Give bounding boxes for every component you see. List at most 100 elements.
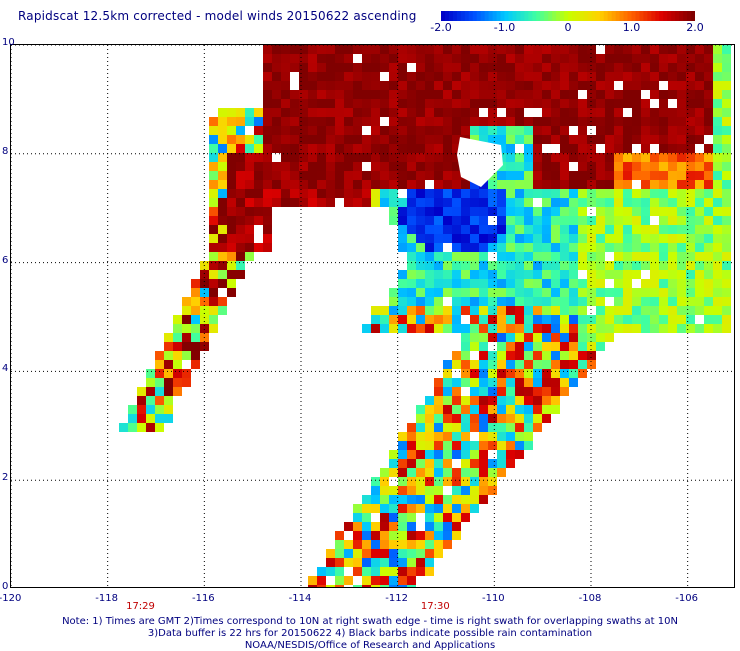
wind-cell — [326, 63, 335, 72]
wind-cell — [686, 54, 695, 63]
wind-cell — [488, 423, 497, 432]
wind-cell — [416, 288, 425, 297]
wind-cell — [398, 153, 407, 162]
wind-cell — [236, 234, 245, 243]
wind-cell — [497, 306, 506, 315]
wind-cell — [398, 477, 407, 486]
wind-cell — [380, 144, 389, 153]
wind-cell — [578, 342, 587, 351]
wind-cell — [398, 441, 407, 450]
wind-cell — [155, 387, 164, 396]
wind-cell — [443, 306, 452, 315]
wind-cell — [659, 189, 668, 198]
wind-cell — [389, 162, 398, 171]
wind-cell — [245, 144, 254, 153]
wind-cell — [434, 162, 443, 171]
wind-cell — [434, 261, 443, 270]
wind-cell — [614, 252, 623, 261]
wind-cell — [407, 108, 416, 117]
wind-cell — [560, 261, 569, 270]
wind-cell — [461, 45, 470, 54]
wind-cell — [344, 558, 353, 567]
wind-cell — [443, 288, 452, 297]
wind-cell — [506, 189, 515, 198]
wind-cell — [704, 171, 713, 180]
wind-cell — [587, 180, 596, 189]
wind-cell — [479, 324, 488, 333]
wind-cell — [569, 270, 578, 279]
wind-cell — [497, 243, 506, 252]
wind-cell — [659, 108, 668, 117]
wind-cell — [443, 90, 452, 99]
wind-cell — [407, 207, 416, 216]
wind-cell — [677, 207, 686, 216]
wind-cell — [353, 522, 362, 531]
wind-cell — [353, 135, 362, 144]
wind-cell — [470, 360, 479, 369]
wind-cell — [380, 90, 389, 99]
map-plot-area[interactable] — [10, 44, 735, 588]
wind-cell — [506, 306, 515, 315]
wind-cell — [605, 144, 614, 153]
wind-cell — [722, 315, 731, 324]
wind-difference-map[interactable] — [11, 45, 735, 588]
wind-cell — [524, 72, 533, 81]
wind-cell — [218, 180, 227, 189]
wind-cell — [470, 468, 479, 477]
wind-cell — [434, 225, 443, 234]
wind-cell — [659, 99, 668, 108]
wind-cell — [569, 306, 578, 315]
wind-cell — [452, 162, 461, 171]
wind-cell — [704, 117, 713, 126]
wind-cell — [209, 252, 218, 261]
wind-cell — [389, 171, 398, 180]
wind-cell — [245, 117, 254, 126]
wind-cell — [488, 117, 497, 126]
wind-cell — [569, 234, 578, 243]
wind-cell — [344, 99, 353, 108]
wind-cell — [686, 81, 695, 90]
wind-cell — [416, 261, 425, 270]
wind-cell — [335, 90, 344, 99]
wind-cell — [506, 81, 515, 90]
wind-cell — [560, 153, 569, 162]
wind-cell — [668, 54, 677, 63]
wind-cell — [578, 207, 587, 216]
wind-cell — [497, 468, 506, 477]
wind-cell — [569, 261, 578, 270]
wind-cell — [209, 261, 218, 270]
wind-cell — [704, 90, 713, 99]
wind-cell — [434, 234, 443, 243]
wind-cell — [515, 405, 524, 414]
wind-cell — [227, 108, 236, 117]
wind-cell — [533, 324, 542, 333]
colorbar-segment — [603, 11, 609, 21]
wind-cell — [497, 387, 506, 396]
wind-cell — [407, 117, 416, 126]
wind-cell — [605, 153, 614, 162]
latitude-tick-label: 0 — [2, 581, 9, 592]
colorbar-segment — [615, 11, 621, 21]
wind-cell — [353, 504, 362, 513]
wind-cell — [362, 72, 371, 81]
wind-cell — [497, 126, 506, 135]
wind-cell — [380, 585, 389, 587]
wind-cell — [443, 324, 452, 333]
wind-cell — [632, 126, 641, 135]
wind-cell — [479, 441, 488, 450]
wind-cell — [713, 297, 722, 306]
wind-cell — [713, 243, 722, 252]
colorbar-segment — [456, 11, 462, 21]
wind-cell — [470, 216, 479, 225]
wind-cell — [398, 306, 407, 315]
wind-cell — [533, 144, 542, 153]
wind-cell — [722, 324, 731, 333]
wind-cell — [407, 495, 416, 504]
colorbar-segment — [444, 11, 450, 21]
wind-cell — [659, 153, 668, 162]
wind-cell — [551, 225, 560, 234]
wind-cell — [290, 180, 299, 189]
wind-cell — [533, 288, 542, 297]
wind-cell — [479, 45, 488, 54]
wind-cell — [488, 486, 497, 495]
